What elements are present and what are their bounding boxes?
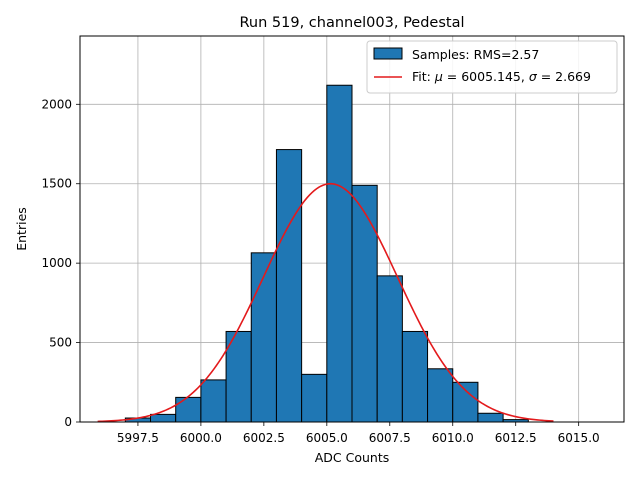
histogram-bar-12: [427, 368, 454, 423]
histogram-bar-6: [275, 149, 303, 423]
legend-fit-sigma-value: = 2.669: [537, 69, 591, 84]
y-axis-label: Entries: [14, 207, 29, 251]
x-tick-label-2: 6002.5: [243, 431, 285, 445]
legend-fit-prefix: Fit:: [412, 69, 435, 84]
histogram-bar-8: [326, 84, 353, 423]
histogram-bar-2: [175, 396, 202, 423]
histogram-bar-10: [376, 275, 403, 423]
histogram-bar-3: [200, 379, 227, 423]
x-axis-label: ADC Counts: [315, 450, 390, 465]
y-axis-ticks: 0 500 1000 1500 2000: [41, 97, 80, 429]
x-tick-label-4: 6007.5: [369, 431, 411, 445]
legend-label-histogram: Samples: RMS=2.57: [412, 47, 539, 62]
x-tick-label-1: 6000.0: [180, 431, 222, 445]
fit-curve: [97, 182, 554, 423]
x-tick-label-6: 6012.5: [495, 431, 537, 445]
histogram-bar-1: [150, 413, 177, 423]
axes-frame: [79, 35, 625, 423]
x-tick-label-5: 6010.0: [432, 431, 474, 445]
histogram-bar-4: [225, 330, 252, 423]
y-tick-label-4: 2000: [41, 97, 72, 111]
x-axis-ticks: 5997.5 6000.0 6002.5 6005.0 6007.5 6010.0 6012…: [117, 422, 600, 445]
x-tick-label-3: 6005.0: [306, 431, 348, 445]
histogram-bar-9: [351, 184, 378, 423]
histogram-bar-5: [250, 252, 277, 423]
plot-area: [79, 35, 625, 423]
histogram-bars: [124, 84, 529, 423]
histogram-bar-11: [401, 330, 429, 423]
legend: Samples: RMS=2.57 Fit: μ = 6005.145, σ =…: [366, 40, 618, 94]
legend-fit-sigma-symbol: σ: [529, 69, 538, 84]
x-tick-label-0: 5997.5: [117, 431, 159, 445]
legend-swatch-histogram: [373, 47, 403, 60]
histogram-bar-7: [301, 373, 328, 423]
y-tick-label-2: 1000: [41, 256, 72, 270]
x-tick-label-7: 6015.0: [558, 431, 600, 445]
legend-fit-mu-symbol: μ: [434, 69, 443, 84]
chart-title: Run 519, channel003, Pedestal: [239, 15, 464, 31]
legend-fit-mu-value: = 6005.145,: [443, 69, 529, 84]
y-tick-label-1: 500: [49, 336, 72, 350]
legend-label-fit: Fit: μ = 6005.145, σ = 2.669: [412, 69, 591, 84]
histogram-bar-13: [452, 381, 479, 423]
y-tick-label-3: 1500: [41, 177, 72, 191]
legend-box: [366, 40, 618, 94]
y-tick-label-0: 0: [64, 415, 72, 429]
histogram-bar-14: [477, 412, 504, 423]
